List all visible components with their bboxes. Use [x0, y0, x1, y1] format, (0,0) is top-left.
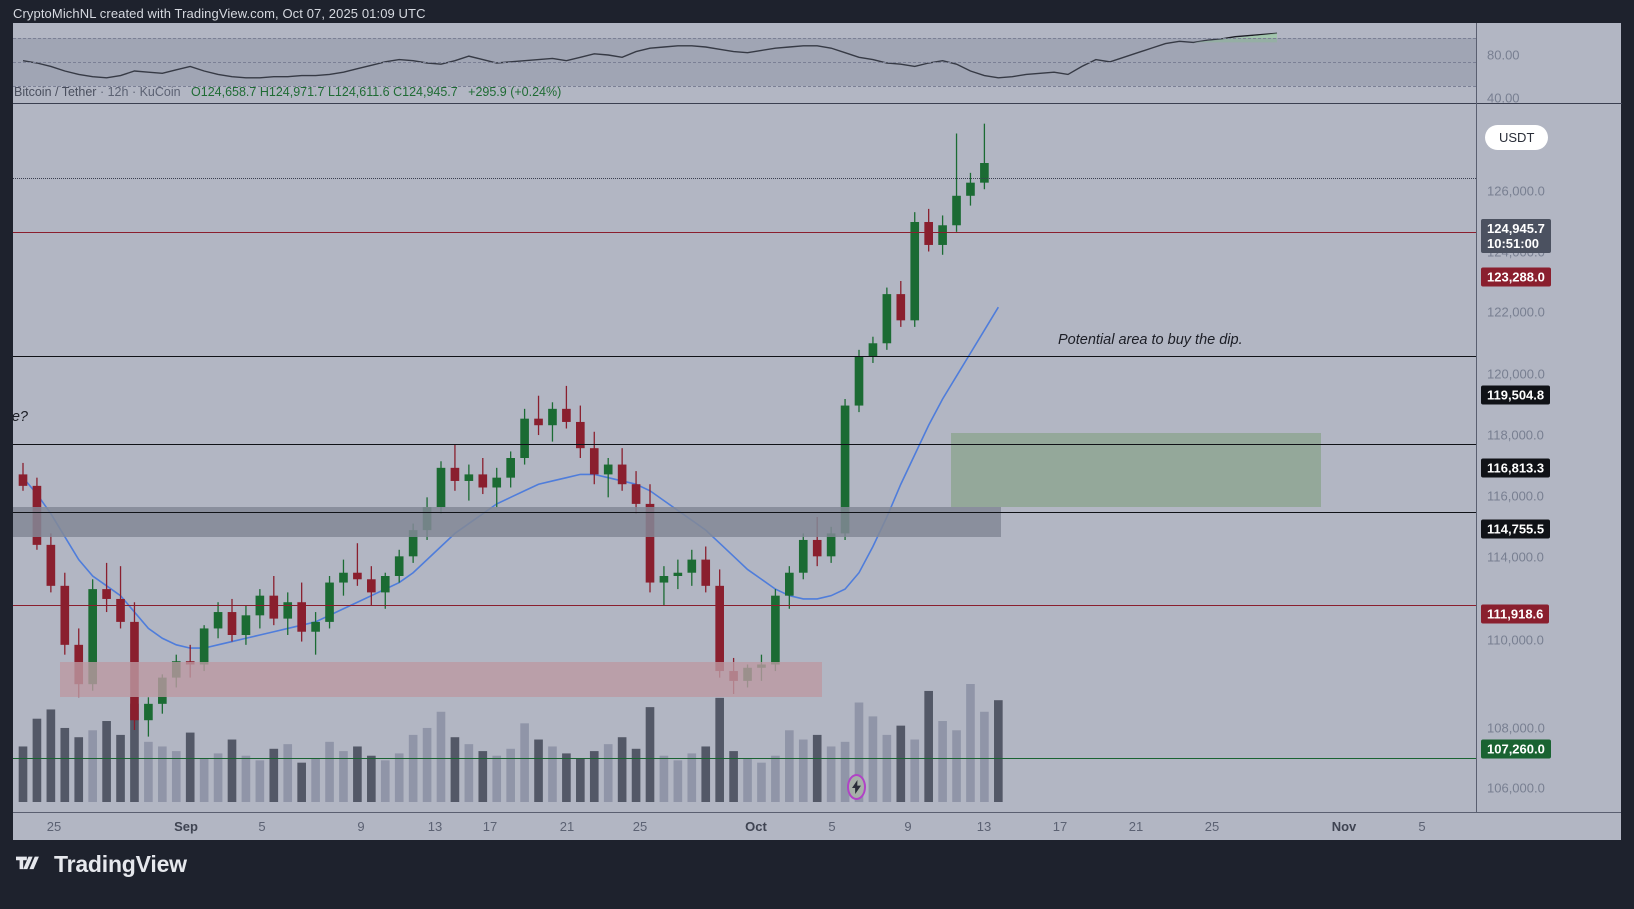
time-tick-9: 5	[828, 819, 836, 834]
indicator-tick-1: 40.00	[1487, 90, 1520, 106]
price-tick-5: 116,000.0	[1487, 488, 1544, 504]
level-line-116813[interactable]	[13, 444, 1476, 446]
time-tick-1: Sep	[174, 819, 198, 834]
time-tick-5: 17	[482, 819, 498, 834]
legend-sep-1: ·	[99, 85, 105, 99]
indicator-line	[22, 32, 1278, 79]
tradingview-logo: TradingView	[16, 851, 187, 878]
price-scale[interactable]: USDT 80.0040.00126,000.0124,000.0122,000…	[1476, 23, 1622, 812]
legend-change: +295.9 (+0.24%)	[468, 85, 562, 99]
tradingview-logo-icon	[16, 856, 39, 869]
time-tick-6: 21	[559, 819, 575, 834]
legend-close-label: C	[393, 85, 403, 99]
time-tick-11: 13	[976, 819, 992, 834]
level-line-last[interactable]	[13, 177, 1476, 179]
indicator-tick-0: 80.00	[1487, 47, 1520, 63]
price-tick-2: 122,000.0	[1487, 304, 1545, 320]
clipped-left-note: re?	[13, 409, 28, 425]
level-badge-114755[interactable]: 114,755.5	[1481, 519, 1551, 539]
time-tick-14: 25	[1204, 819, 1220, 834]
time-tick-16: 5	[1418, 819, 1426, 834]
price-tick-8: 108,000.0	[1487, 720, 1545, 736]
legend-symbol[interactable]: Bitcoin / Tether	[14, 85, 97, 99]
legend-close-value: 124,945.7	[402, 85, 458, 99]
price-scale-separator	[1477, 103, 1622, 104]
price-tick-7: 110,000.0	[1487, 632, 1544, 648]
buy-dip-note: Potential area to buy the dip.	[1058, 332, 1243, 348]
level-line-107260[interactable]	[13, 757, 1476, 759]
price-tick-6: 114,000.0	[1487, 549, 1544, 565]
legend-exchange[interactable]: KuCoin	[139, 85, 181, 99]
time-tick-7: 25	[632, 819, 648, 834]
legend-sep-2: ·	[131, 85, 137, 99]
chart-frame: Potential area to buy the dip. re? USDT …	[13, 23, 1622, 812]
price-tick-4: 118,000.0	[1487, 427, 1544, 443]
time-scale[interactable]: 25 Sep 5 9 13 17 21 25 Oct 5 9 13 17 21 25 Nov 5	[13, 812, 1621, 840]
pink-support-zone[interactable]	[60, 662, 822, 697]
resistance-badge[interactable]: 123,288.0	[1481, 267, 1551, 287]
tradingview-wordmark: TradingView	[54, 851, 187, 877]
time-tick-13: 21	[1128, 819, 1144, 834]
price-tick-3: 120,000.0	[1487, 366, 1545, 382]
time-tick-15: Nov	[1331, 819, 1357, 834]
time-tick-12: 17	[1052, 819, 1068, 834]
last-price-badge-time: 10:51:00	[1487, 236, 1540, 251]
time-tick-8: Oct	[745, 819, 767, 834]
indicator-dash-mid	[13, 62, 1476, 63]
legend-low-value: 124,611.6	[334, 85, 390, 99]
time-tick-0: 25	[46, 819, 62, 834]
indicator-dash-upper	[13, 38, 1476, 39]
legend-open-label: O	[191, 85, 201, 99]
footer-bar: TradingView	[0, 840, 1634, 909]
legend-high-value: 124,971.7	[268, 85, 325, 99]
price-tick-0: 126,000.0	[1487, 183, 1545, 199]
indicator-pane	[13, 23, 1476, 103]
watermark-bar: CryptoMichNL created with TradingView.co…	[0, 0, 1634, 27]
symbol-legend[interactable]: Bitcoin / Tether · 12h · KuCoin O124,658…	[14, 85, 561, 99]
indicator-dash-lower	[13, 86, 1476, 87]
level-line-119504[interactable]	[13, 356, 1476, 358]
legend-open-value: 124,658.7	[200, 85, 257, 99]
legend-low-label: L	[327, 85, 335, 99]
legend-high-label: H	[259, 85, 269, 99]
time-tick-3: 9	[357, 819, 365, 834]
level-badge-119504[interactable]: 119,504.8	[1481, 385, 1551, 405]
time-tick-10: 9	[904, 819, 912, 834]
time-tick-2: 5	[258, 819, 266, 834]
level-line-111918[interactable]	[13, 604, 1476, 606]
legend-interval[interactable]: 12h	[107, 85, 129, 99]
support-badge-107260[interactable]: 107,260.0	[1481, 739, 1551, 759]
last-price-badge[interactable]: 124,945.7 10:51:00	[1481, 219, 1551, 253]
lightning-bolt-icon[interactable]	[847, 774, 866, 800]
time-tick-4: 13	[427, 819, 443, 834]
level-badge-116813[interactable]: 116,813.3	[1481, 458, 1551, 478]
price-tick-9: 106,000.0	[1487, 780, 1545, 796]
support-badge-111918[interactable]: 111,918.6	[1481, 604, 1550, 624]
currency-chip[interactable]: USDT	[1485, 125, 1549, 150]
level-line-114755[interactable]	[13, 511, 1476, 513]
pane-separator	[13, 103, 1476, 104]
price-pane: Potential area to buy the dip. re?	[13, 104, 1476, 812]
last-price-badge-value: 124,945.7	[1487, 221, 1545, 236]
level-line-resistance[interactable]	[13, 232, 1476, 234]
